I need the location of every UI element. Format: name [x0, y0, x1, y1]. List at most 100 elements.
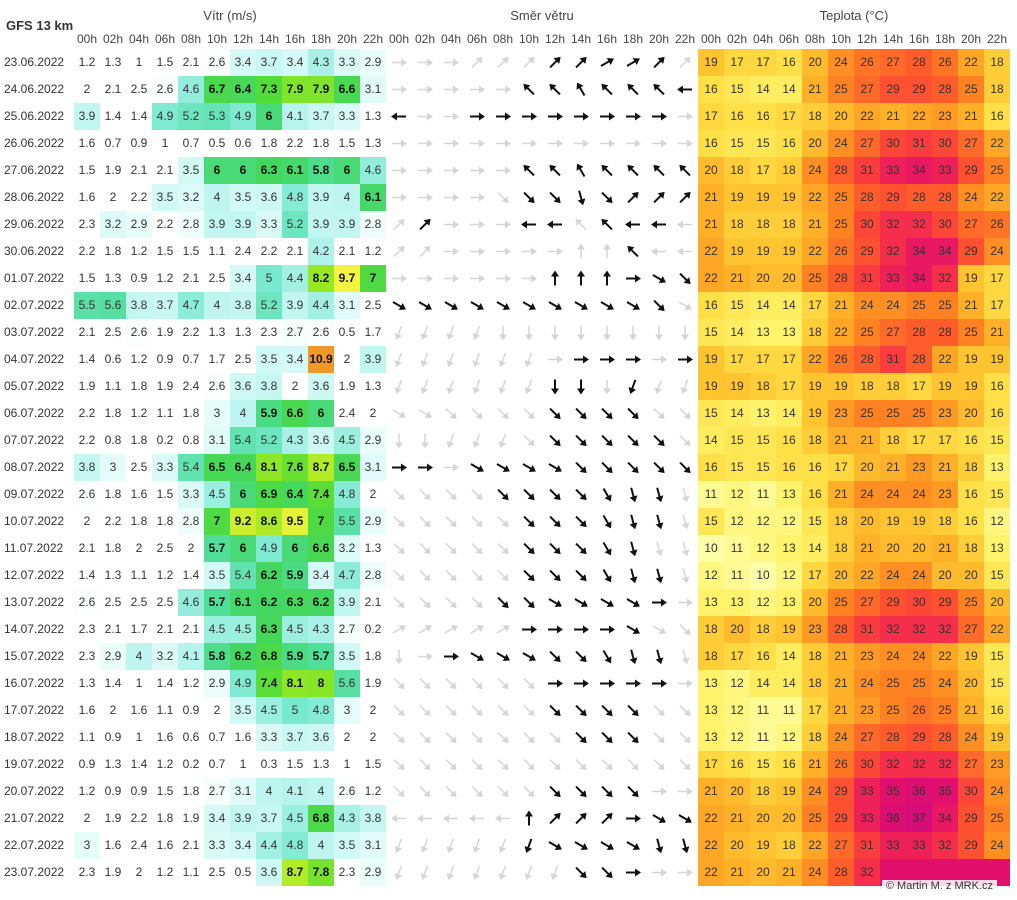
wind-direction-arrow: [472, 325, 481, 341]
wind-speed-cell: 1.8: [178, 778, 204, 805]
temperature-cell: 28: [828, 265, 854, 292]
temperature-cell: 25: [906, 670, 932, 697]
temperature-cell: 21: [698, 211, 724, 238]
wind-direction-arrow: [549, 434, 561, 447]
wind-speed-cell: 4.3: [334, 805, 360, 832]
wind-speed-cell: 6: [230, 535, 256, 562]
wind-direction-arrow: [576, 82, 586, 97]
wind-direction-arrow: [601, 704, 613, 717]
temperature-cell: 17: [750, 157, 776, 184]
wind-direction-arrow: [575, 812, 587, 825]
wind-speed-cell: 5.2: [178, 103, 204, 130]
temperature-cell: 20: [724, 832, 750, 859]
temperature-cell: 24: [906, 481, 932, 508]
temperature-cell: 27: [854, 724, 880, 751]
temperature-cell: 27: [880, 49, 906, 76]
temperature-cell: 31: [880, 346, 906, 373]
temperature-cell: 18: [932, 508, 958, 535]
wind-speed-cell: 1.3: [308, 751, 334, 778]
temperature-cell: 13: [698, 670, 724, 697]
wind-direction-arrow: [548, 139, 563, 148]
wind-speed-cell: 6.6: [308, 535, 334, 562]
wind-speed-cell: 3.9: [282, 292, 308, 319]
wind-direction-arrow: [418, 301, 432, 310]
wind-speed-cell: 2.8: [178, 211, 204, 238]
temperature-cell: 26: [932, 49, 958, 76]
wind-direction-arrow: [393, 759, 405, 771]
wind-direction-arrow: [678, 868, 693, 877]
wind-speed-cell: 4.7: [178, 292, 204, 319]
wind-direction-arrow: [393, 516, 405, 528]
row-date: 13.07.2022: [4, 595, 65, 609]
wind-direction-arrow: [446, 838, 455, 854]
temperature-cell: 19: [958, 643, 984, 670]
wind-direction-arrow: [496, 463, 510, 472]
wind-speed-cell: 1.1: [74, 724, 100, 751]
temperature-cell: 15: [984, 670, 1010, 697]
wind-speed-cell: 2.1: [152, 616, 178, 643]
wind-direction-arrow: [655, 541, 664, 557]
wind-speed-cell: 5.7: [204, 589, 230, 616]
temperature-cell: 18: [750, 211, 776, 238]
wind-speed-cell: 1.5: [152, 49, 178, 76]
wind-speed-cell: 2.2: [100, 508, 126, 535]
temperature-cell: 28: [932, 724, 958, 751]
temperature-cell: 16: [776, 130, 802, 157]
temperature-cell: 36: [906, 778, 932, 805]
wind-speed-cell: 5.3: [204, 103, 230, 130]
wind-speed-cell: 6.2: [256, 562, 282, 589]
temperature-cell: 25: [958, 76, 984, 103]
wind-direction-arrow: [651, 220, 666, 229]
wind-speed-cell: 6.7: [204, 76, 230, 103]
temperature-cell: 21: [776, 859, 802, 886]
wind-speed-cell: 1.2: [126, 400, 152, 427]
temperature-cell: 24: [802, 778, 828, 805]
wind-speed-cell: 6: [334, 157, 360, 184]
temperature-cell: 19: [776, 238, 802, 265]
temperature-cell: 23: [932, 103, 958, 130]
wind-speed-cell: 2.5: [230, 346, 256, 373]
wind-direction-arrow: [523, 488, 535, 501]
wind-speed-cell: 4.4: [308, 292, 334, 319]
temperature-cell: 32: [906, 616, 932, 643]
temperature-cell: 18: [828, 535, 854, 562]
wind-speed-cell: 1.2: [360, 238, 386, 265]
temperature-cell: 25: [906, 400, 932, 427]
wind-speed-cell: 4.5: [334, 427, 360, 454]
wind-speed-cell: 4.6: [178, 589, 204, 616]
wind-direction-arrow: [575, 569, 587, 582]
row-date: 14.07.2022: [4, 622, 65, 636]
hour-header-temp: 08h: [804, 32, 826, 46]
temperature-cell: 20: [724, 778, 750, 805]
temperature-cell: 24: [984, 238, 1010, 265]
wind-speed-cell: 2.4: [126, 832, 152, 859]
temperature-cell: 12: [750, 535, 776, 562]
wind-direction-arrow: [600, 301, 614, 310]
wind-speed-cell: 3.3: [334, 49, 360, 76]
wind-direction-arrow: [575, 488, 587, 501]
temperature-cell: 29: [906, 724, 932, 751]
wind-speed-cell: 3.2: [152, 643, 178, 670]
hour-header-speed: 10h: [206, 32, 228, 46]
wind-speed-cell: 6: [282, 535, 308, 562]
wind-direction-arrow: [523, 56, 535, 68]
temperature-cell: 17: [750, 49, 776, 76]
wind-speed-cell: 3.8: [230, 292, 256, 319]
wind-speed-cell: 6.3: [282, 589, 308, 616]
wind-speed-cell: 2.1: [178, 49, 204, 76]
wind-direction-arrow: [574, 598, 588, 607]
temperature-cell: 14: [724, 400, 750, 427]
temperature-cell: 18: [958, 535, 984, 562]
temperature-cell: 27: [958, 616, 984, 643]
temperature-cell: 21: [932, 535, 958, 562]
wind-direction-arrow: [445, 759, 457, 771]
temperature-cell: 18: [724, 211, 750, 238]
temperature-cell: 19: [802, 400, 828, 427]
wind-direction-arrow: [626, 868, 641, 877]
wind-speed-cell: 6.3: [256, 616, 282, 643]
wind-speed-cell: 3.4: [230, 265, 256, 292]
wind-direction-arrow: [395, 649, 403, 665]
wind-speed-cell: 1.6: [74, 184, 100, 211]
wind-speed-cell: 1.3: [360, 373, 386, 400]
wind-speed-cell: 3.9: [308, 184, 334, 211]
